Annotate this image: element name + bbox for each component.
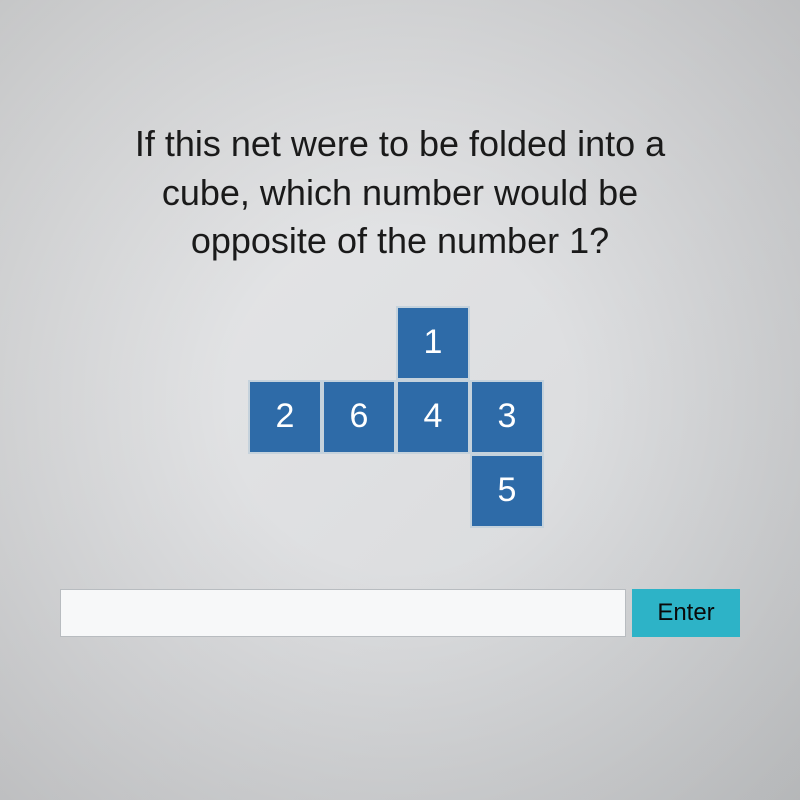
net-cell-1: 1	[396, 306, 470, 380]
quiz-container: If this net were to be folded into a cub…	[0, 0, 800, 800]
question-text: If this net were to be folded into a cub…	[135, 120, 665, 266]
answer-input[interactable]	[60, 589, 626, 637]
net-cell-2: 2	[248, 380, 322, 454]
question-line-2: cube, which number would be	[162, 172, 638, 213]
net-cell-6: 6	[322, 380, 396, 454]
answer-row: Enter	[60, 589, 740, 637]
net-cell-5: 5	[470, 454, 544, 528]
net-cell-4: 4	[396, 380, 470, 454]
enter-button[interactable]: Enter	[632, 589, 740, 637]
net-cell-3: 3	[470, 380, 544, 454]
question-line-1: If this net were to be folded into a	[135, 123, 665, 164]
question-line-3: opposite of the number 1?	[191, 220, 609, 261]
cube-net-diagram: 1 2 6 4 3 5	[248, 306, 552, 534]
